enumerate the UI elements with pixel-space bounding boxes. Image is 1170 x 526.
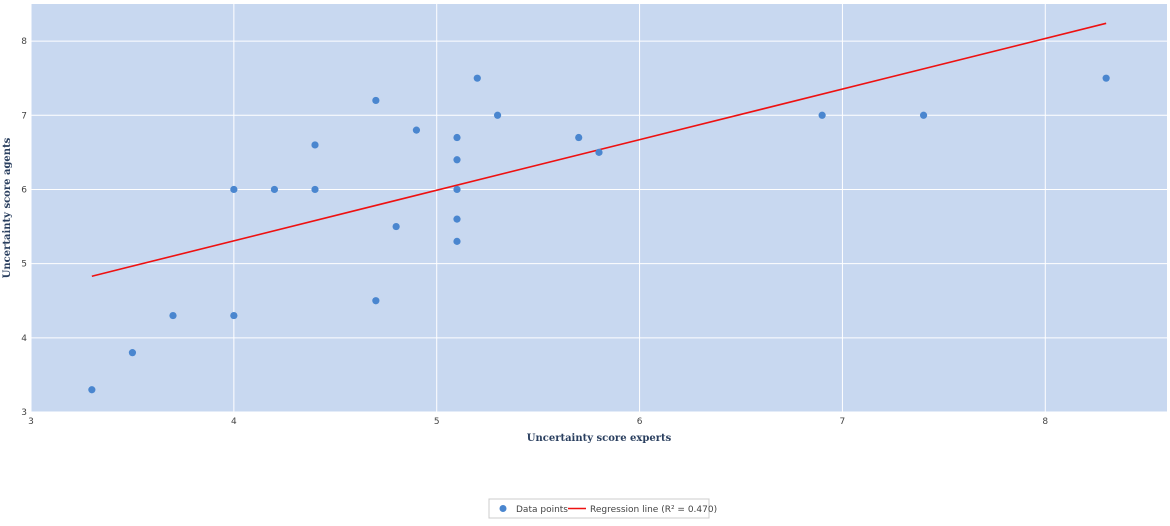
data-point[interactable]: [575, 133, 583, 142]
data-points-series: [88, 74, 1110, 394]
data-point[interactable]: [88, 386, 96, 394]
data-point[interactable]: [270, 185, 279, 194]
data-point[interactable]: [453, 215, 461, 223]
legend-item-data-points[interactable]: Data points: [499, 505, 569, 515]
x-axis-title: Uncertainty score experts: [527, 433, 672, 444]
legend-box: [488, 498, 710, 519]
legend-label-regression: Regression line (R² = 0.470): [590, 505, 717, 515]
y-tick-label: 6: [21, 185, 27, 195]
y-tick-label: 3: [21, 408, 27, 418]
data-point[interactable]: [372, 96, 380, 105]
data-point[interactable]: [453, 133, 461, 142]
data-point[interactable]: [311, 185, 319, 194]
legend-marker-data-points: [499, 505, 507, 512]
grid-lines: [30, 4, 1167, 413]
x-tick-label: 5: [434, 417, 440, 427]
data-point[interactable]: [392, 222, 400, 231]
data-point[interactable]: [453, 185, 461, 194]
plot-background: [31, 4, 1167, 412]
data-point[interactable]: [230, 311, 238, 320]
data-point[interactable]: [818, 111, 826, 119]
y-tick-label: 8: [21, 37, 27, 47]
data-point[interactable]: [595, 148, 603, 156]
tick-labels: 3 4 5 6 7 8 3 4 5 6 7 8: [21, 37, 1048, 427]
data-point[interactable]: [230, 185, 238, 194]
data-point[interactable]: [453, 237, 461, 245]
legend[interactable]: Data points Regression line (R² = 0.470): [488, 498, 717, 519]
y-tick-label: 7: [21, 111, 27, 121]
y-tick-label: 4: [21, 334, 27, 344]
x-tick-label: 6: [637, 417, 643, 427]
legend-label-data-points: Data points: [516, 505, 568, 515]
data-point[interactable]: [169, 311, 177, 320]
x-tick-label: 4: [231, 417, 237, 427]
data-point[interactable]: [919, 111, 928, 119]
data-point[interactable]: [412, 126, 421, 134]
x-tick-label: 3: [28, 417, 34, 427]
legend-item-regression[interactable]: Regression line (R² = 0.470): [568, 505, 717, 515]
data-point[interactable]: [372, 297, 380, 305]
data-point[interactable]: [311, 141, 319, 149]
data-point[interactable]: [493, 111, 502, 119]
y-axis-title: Uncertainty score agents: [2, 137, 13, 278]
y-tick-label: 5: [21, 260, 27, 270]
x-tick-label: 8: [1042, 417, 1048, 427]
x-tick-label: 7: [840, 417, 846, 427]
data-point[interactable]: [128, 349, 137, 357]
data-point[interactable]: [1102, 74, 1110, 82]
data-point[interactable]: [473, 74, 481, 82]
data-point[interactable]: [453, 156, 461, 164]
